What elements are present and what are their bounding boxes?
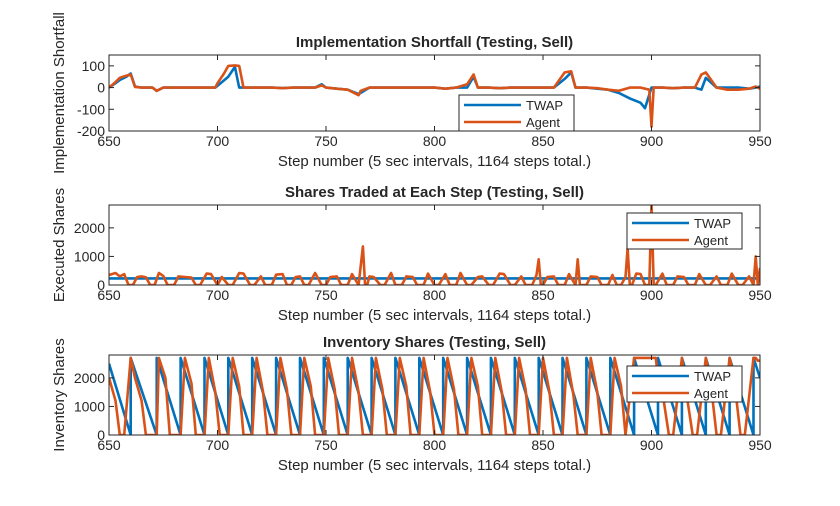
legend-box [626,365,743,403]
legend-box [458,94,575,132]
y-axis-label: Executed Shares [51,188,68,302]
y-axis-label: Implementation Shortfall [51,12,68,174]
y-tick-label: 1000 [74,398,105,414]
chart-title: Inventory Shares (Testing, Sell) [323,334,546,351]
x-axis-label: Step number (5 sec intervals, 1164 steps… [278,153,591,170]
subplot-shares-traded: Shares Traded at Each Step (Testing, Sel… [51,184,772,324]
x-axis-label: Step number (5 sec intervals, 1164 steps… [278,307,591,324]
axes-frame [108,54,761,132]
y-tick-label: 0 [97,427,105,443]
x-tick-label: 700 [206,437,230,453]
legend-box [626,212,743,250]
y-axis-label: Inventory Shares [51,338,68,451]
x-tick-label: 700 [206,133,230,149]
x-tick-label: 800 [423,437,447,453]
x-tick-label: 850 [531,133,555,149]
legend-label-agent: Agent [694,386,728,401]
legend: TWAP Agent [626,212,743,250]
y-tick-label: -100 [77,101,105,117]
tick-layer: 650 700 750 800 850 900 950 -200 -100 0 100 [77,55,772,149]
y-tick-label: 1000 [74,248,105,264]
chart-title: Implementation Shortfall (Testing, Sell) [296,34,573,51]
y-tick-label: 2000 [74,220,105,236]
x-tick-label: 900 [640,437,664,453]
legend: TWAP Agent [626,365,743,403]
y-tick-label: 2000 [74,370,105,386]
x-tick-label: 750 [314,133,338,149]
tick-layer: 650 700 750 800 850 900 950 0 1000 2000 [74,205,772,303]
x-tick-label: 650 [97,437,121,453]
y-tick-label: -200 [77,123,105,139]
x-tick-label: 900 [640,287,664,303]
x-tick-label: 950 [748,437,772,453]
x-tick-label: 650 [97,133,121,149]
series-layer [109,64,760,128]
legend-label-agent: Agent [526,115,560,130]
x-tick-label: 900 [640,133,664,149]
y-tick-label: 0 [97,80,105,96]
chart-title: Shares Traded at Each Step (Testing, Sel… [285,184,584,201]
subplot-implementation-shortfall: Implementation Shortfall (Testing, Sell)… [51,12,772,174]
x-tick-label: 750 [314,287,338,303]
legend-label-twap: TWAP [694,216,731,231]
x-tick-label: 950 [748,133,772,149]
legend-label-agent: Agent [694,233,728,248]
axes-frame [108,354,761,436]
x-tick-label: 950 [748,287,772,303]
x-tick-label: 800 [423,133,447,149]
x-tick-label: 850 [531,287,555,303]
y-tick-label: 100 [82,58,106,74]
legend: TWAP Agent [458,94,575,132]
legend-label-twap: TWAP [526,98,563,113]
x-tick-label: 700 [206,287,230,303]
legend-label-twap: TWAP [694,369,731,384]
x-tick-label: 800 [423,287,447,303]
x-axis-label: Step number (5 sec intervals, 1164 steps… [278,457,591,474]
x-tick-label: 750 [314,437,338,453]
y-tick-label: 0 [97,277,105,293]
subplot-inventory-shares: Inventory Shares (Testing, Sell) Step nu… [51,334,772,474]
x-tick-label: 850 [531,437,555,453]
tick-layer: 650 700 750 800 850 900 950 0 1000 2000 [74,355,772,453]
axes-frame [108,204,761,286]
x-tick-label: 650 [97,287,121,303]
series-line-agent [109,64,760,128]
